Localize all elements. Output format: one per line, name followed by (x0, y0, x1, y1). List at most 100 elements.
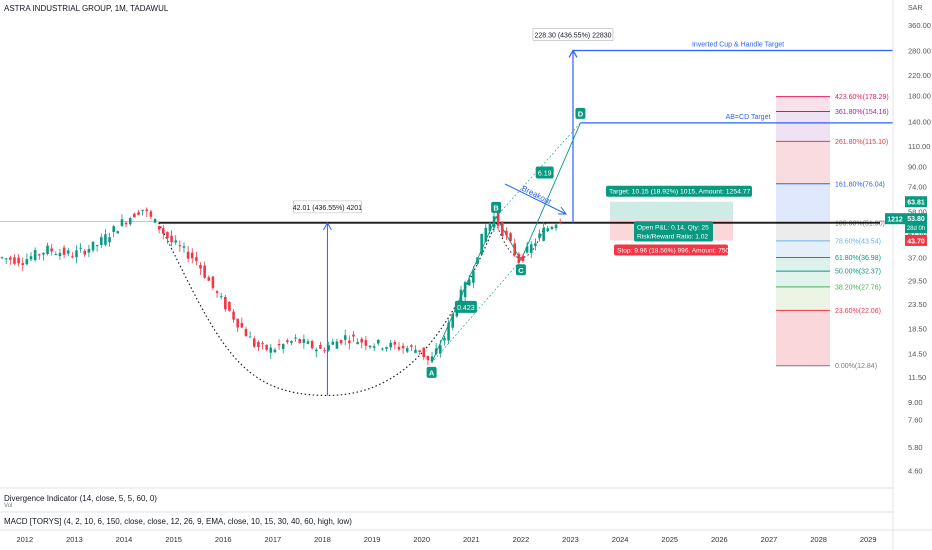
candle-body (42, 252, 45, 255)
cup-depth-arrow-head (322, 221, 332, 231)
price-tick-label: 14.50 (908, 349, 927, 358)
candle-body (265, 344, 268, 350)
candle-body (472, 270, 475, 283)
cup-measure-label: 42.01 (436.55%) 4201 (293, 205, 362, 212)
macd-indicator-label[interactable]: MACD [TORYS] (4, 2, 10, 6, 150, close, c… (4, 517, 352, 526)
price-tick-label: 11.50 (908, 373, 926, 382)
candle-body (298, 338, 302, 343)
time-tick-label: 2021 (463, 535, 480, 544)
candlesticks (0, 207, 562, 366)
price-tick-label: 220.00 (908, 71, 931, 80)
candle-body (149, 211, 153, 217)
candle-body (538, 233, 541, 238)
candle-body (521, 255, 525, 262)
candle-body (25, 259, 29, 265)
candle-body (393, 342, 397, 345)
candle-body (480, 233, 483, 255)
price-tick-label: 280.00 (908, 46, 931, 55)
candle-body (228, 301, 231, 311)
candle-body (558, 222, 562, 224)
candle-body (356, 342, 359, 345)
candle-body (405, 348, 409, 352)
ratio-box (454, 300, 477, 313)
point-label-a: A (429, 368, 435, 377)
fib-level-label: 161.80%(76.04) (835, 181, 885, 188)
candle-body (252, 338, 256, 347)
candle-body (534, 243, 537, 246)
fib-band (776, 96, 830, 112)
position-pnl-box (634, 221, 713, 242)
volume-indicator-label[interactable]: Vol (4, 503, 13, 509)
candle-body (37, 254, 41, 256)
candle-body (294, 337, 297, 339)
price-tag-box (905, 234, 927, 246)
candle-body (21, 263, 25, 265)
candle-body (257, 341, 260, 348)
candle-body (66, 250, 70, 254)
candle-body (492, 216, 496, 228)
cup-measure-box (293, 200, 362, 214)
target-measure-box (532, 28, 614, 41)
chart-title: ASTRA INDUSTRIAL GROUP, 1M, TADAWUL (4, 4, 169, 13)
candle-body (290, 341, 293, 343)
candle-body (517, 253, 521, 263)
candle-body (170, 235, 173, 243)
fibonacci-extension[interactable]: 0.00%(12.84) 23.60%(22.06) 38.20%(27.76) 50… (776, 94, 889, 370)
candle-body (79, 247, 82, 249)
annotation-labels[interactable]: 42.01 (436.55%) 4201 228.30 (436.55%) 228… (293, 28, 784, 378)
fib-level-label: 23.60%(22.06) (835, 308, 881, 315)
candle-body (352, 334, 355, 337)
cup-handle-target-label: Inverted Cup & Handle Target (692, 41, 784, 48)
candle-body (377, 339, 380, 344)
fib-band (776, 183, 830, 223)
candle-body (529, 244, 533, 253)
candle-body (145, 209, 149, 212)
candle-body (319, 345, 322, 349)
candle-body (100, 237, 103, 245)
candle-body (385, 347, 388, 349)
fib-band (776, 271, 830, 287)
candle-body (451, 313, 454, 328)
candle-body (75, 250, 78, 258)
point-badge (575, 107, 586, 119)
candle-body (364, 340, 368, 346)
fib-level-label: 78.60%(43.54) (835, 238, 881, 245)
candle-body (306, 341, 310, 344)
candle-body (310, 341, 314, 349)
candle-body (513, 243, 516, 255)
fib-level-label: 61.80%(36.98) (835, 255, 881, 262)
fib-level-label: 423.60%(178.29) (835, 94, 889, 101)
time-tick-label: 2025 (661, 535, 678, 544)
divergence-indicator-label[interactable]: Divergence Indicator (14, close, 5, 5, 6… (4, 494, 157, 503)
candle-body (418, 350, 421, 353)
candle-body (199, 264, 202, 269)
candle-body (261, 343, 264, 345)
candle-body (484, 227, 488, 242)
candle-body (104, 234, 107, 245)
fib-band (776, 257, 830, 272)
candle-body (339, 340, 343, 344)
candle-body (343, 335, 347, 340)
position-stop-label: Stop: 9.96 (18.56%) 996, Amount: 750 (617, 247, 730, 254)
candle-body (410, 345, 413, 347)
candle-body (182, 246, 186, 248)
candle-body (195, 257, 198, 261)
candle-body (224, 296, 227, 310)
candle-body (286, 340, 289, 343)
candle-body (137, 212, 140, 215)
price-tick-label: 110.00 (908, 142, 930, 151)
fib-band (776, 111, 830, 142)
position-rr-label: Risk/Reward Ratio: 1.02 (637, 233, 708, 240)
candle-body (554, 224, 558, 229)
candle-body (4, 258, 8, 260)
candle-body (439, 345, 442, 354)
candle-body (443, 337, 446, 341)
candle-body (360, 338, 364, 343)
candle-body (87, 249, 91, 253)
candle-body (133, 213, 136, 218)
price-tag-label: 63.81 (907, 200, 925, 207)
time-tick-label: 2012 (16, 535, 33, 544)
candle-body (277, 343, 281, 346)
